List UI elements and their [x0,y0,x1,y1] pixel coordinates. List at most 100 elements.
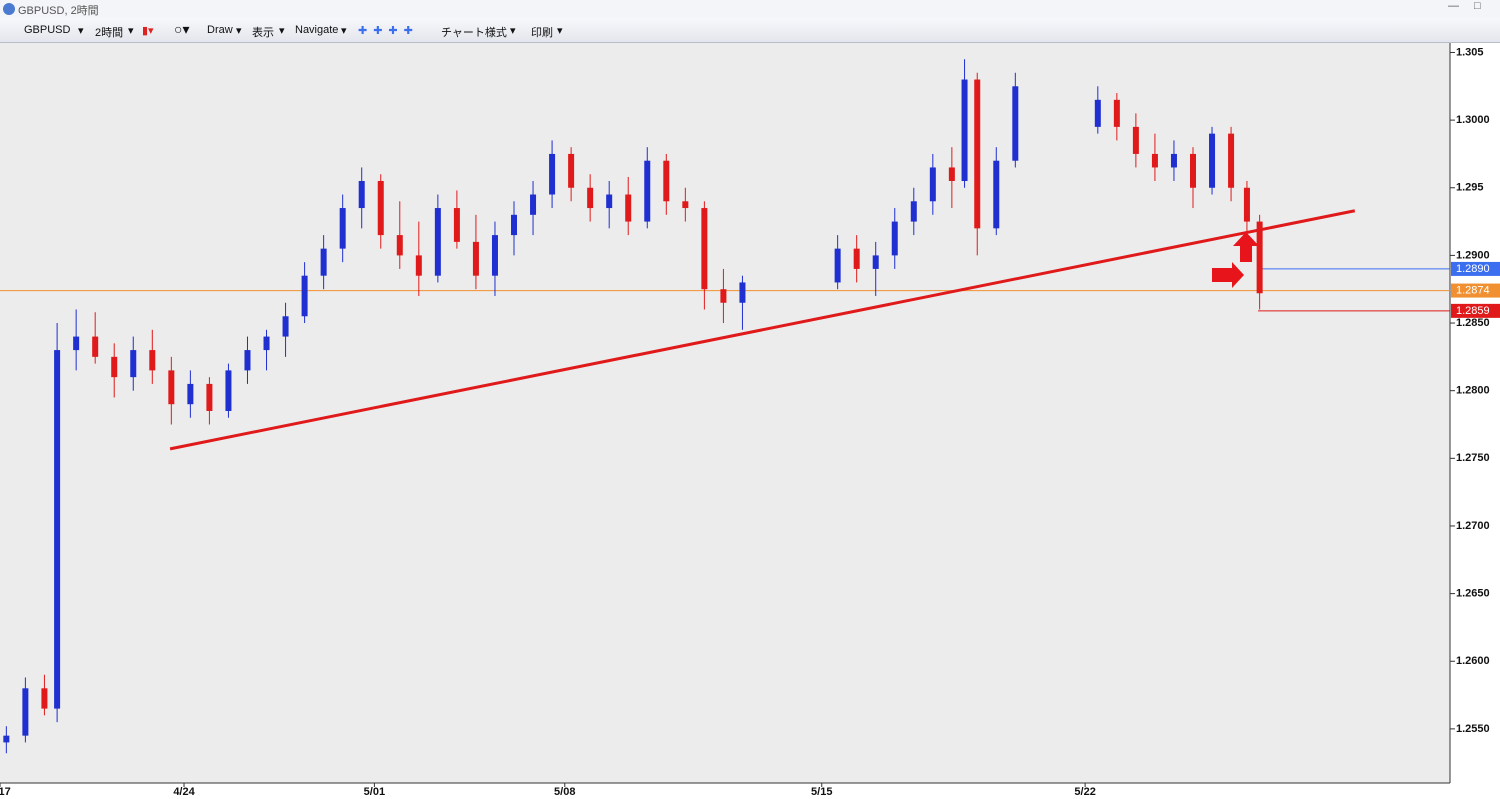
candle-body [948,167,955,181]
x-tick-label: 5/01 [364,786,385,798]
price-tag-label: 1.2890 [1456,263,1490,275]
candle-body [187,383,194,405]
y-tick-label: 1.295 [1456,182,1484,194]
candle-body [682,201,689,209]
candle-body [472,241,479,276]
candle-body [1132,126,1139,154]
candle-body [530,194,537,215]
candle-body [891,221,898,256]
candle-body [225,370,232,411]
y-tick-label: 1.3000 [1456,114,1490,126]
navigate-menu[interactable]: Navigate [295,24,339,36]
candle-body [301,275,308,317]
candle-body [1012,86,1019,161]
candle-body [993,160,1000,229]
x-tick-label: 5/15 [811,786,832,798]
y-tick-label: 1.2650 [1456,588,1490,600]
y-tick-label: 1.2550 [1456,723,1490,735]
dropdown-arrow[interactable]: ▾ [78,25,84,37]
crosshair-tools[interactable]: ✚✚✚✚ [358,25,419,37]
candle-body [853,248,860,269]
candle-body [377,180,384,236]
dropdown-arrow: ▾ [557,25,563,37]
style-menu[interactable]: チャート様式 [441,27,507,39]
y-tick-label: 1.2700 [1456,520,1490,532]
candle-body [587,187,594,209]
dropdown-arrow[interactable]: ▾ [128,25,134,37]
candle-body [701,208,708,290]
candle-body [1151,153,1158,168]
candle-body [22,688,29,736]
candle-body [929,167,936,202]
candle-body [1256,221,1263,294]
candle-body [3,735,10,743]
candle-body [739,282,746,303]
candle-body [568,153,575,188]
candle-body [130,350,137,378]
shape-tool[interactable]: ○▾ [174,21,190,37]
candle-body [872,255,879,269]
candle-body [1243,187,1250,222]
x-tick-label: 5/22 [1074,786,1095,798]
candle-body [974,79,981,229]
candle-body [168,370,175,405]
y-tick-label: 1.2800 [1456,385,1490,397]
candle-body [244,350,251,371]
y-tick-label: 1.2850 [1456,317,1490,329]
candle-body [282,316,289,337]
candle-body [358,180,365,209]
price-tag-label: 1.2859 [1456,305,1490,317]
view-menu[interactable]: 表示 [252,27,274,39]
candle-body [320,248,327,276]
candle-body [1189,153,1196,188]
minimize[interactable]: — [1448,0,1459,12]
timeframe-select[interactable]: 2時間 [95,27,124,39]
candle-body [606,194,613,209]
window-title: GBPUSD, 2時間 [18,5,99,17]
candle-body [910,201,917,222]
candle-body [396,235,403,256]
candle-body [41,688,48,709]
candle-body [1113,99,1120,127]
price-tag [1451,303,1500,318]
candle-body [1170,153,1177,168]
candle-body [453,208,460,242]
candle-body [491,235,498,276]
candle-body [54,350,61,709]
candle-tool[interactable]: ▮▾ [142,25,154,37]
arrow-right [1212,262,1244,288]
candle-body [1094,99,1101,127]
price-axis [1450,43,1500,799]
candle-body [625,194,632,222]
candle-body [644,160,651,222]
dropdown-arrow: ▾ [236,25,242,37]
candle-body [720,289,727,303]
candle-body [1228,133,1235,188]
x-tick-label: 5/08 [554,786,575,798]
candle-body [1209,133,1216,188]
candle-body [511,214,518,236]
price-tag [1451,283,1500,298]
x-tick-label: 4/24 [173,786,195,798]
candle-body [415,255,422,276]
y-tick-label: 1.2750 [1456,452,1490,464]
draw-menu[interactable]: Draw [207,24,233,36]
toolbar: GBPUSD ▾ 2時間 ▾ ▮▾ ○▾ Draw ▾ 表示 ▾ Navigat… [0,18,1500,43]
maximize[interactable]: □ [1474,0,1481,12]
plot-background [0,43,1450,783]
candle-body [206,383,213,411]
candle-body [339,208,346,249]
price-tag-label: 1.2874 [1456,284,1490,296]
print-menu[interactable]: 印刷 [531,27,553,39]
candle-body [834,248,841,283]
candle-body [663,160,670,202]
candle-body [263,336,270,351]
trendline [169,209,1356,451]
candle-body [549,153,556,195]
candle-body [434,208,441,276]
app-icon [3,3,15,15]
candle-body [111,356,118,378]
symbol-select[interactable]: GBPUSD [24,24,71,36]
